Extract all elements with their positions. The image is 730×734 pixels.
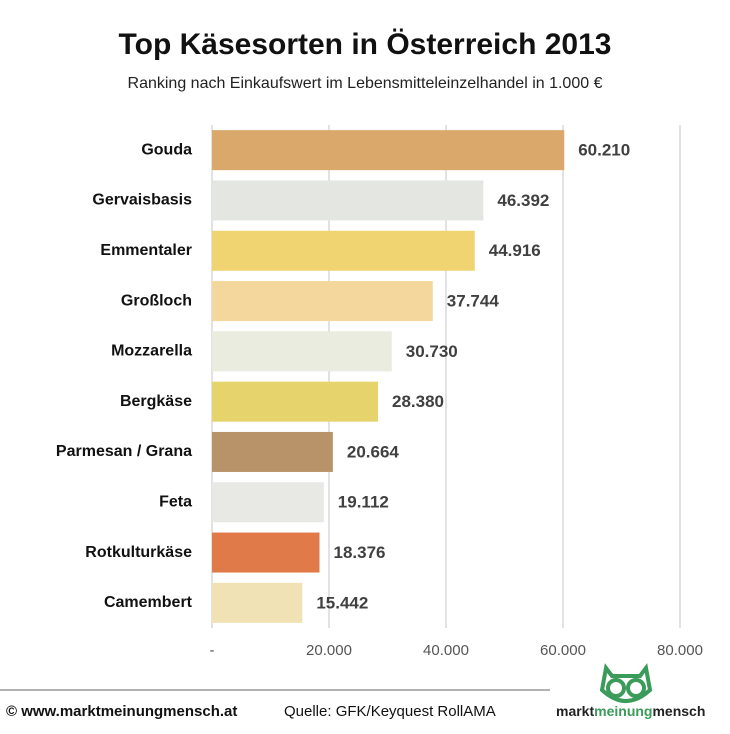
logo-part: markt xyxy=(556,703,594,719)
x-tick-label: 60.000 xyxy=(540,642,586,659)
value-label: 44.916 xyxy=(489,241,541,260)
value-label: 20.664 xyxy=(347,442,400,461)
x-tick-label: 40.000 xyxy=(423,642,469,659)
bar xyxy=(212,230,475,271)
y-tick-label: Camembert xyxy=(104,594,193,611)
bar xyxy=(212,180,484,221)
y-tick-label: Feta xyxy=(159,493,192,510)
value-label: 60.210 xyxy=(578,141,630,160)
copyright: © www.marktmeinungmensch.at xyxy=(6,703,237,720)
x-tick-label: - xyxy=(210,642,215,659)
bar xyxy=(212,381,379,422)
x-tick-label: 80.000 xyxy=(657,642,703,659)
chart-title: Top Käsesorten in Österreich 2013 xyxy=(119,28,612,61)
y-tick-label: Großloch xyxy=(121,292,192,309)
value-label: 30.730 xyxy=(406,342,458,361)
y-tick-label: Mozzarella xyxy=(111,343,192,360)
y-tick-label: Emmentaler xyxy=(100,242,192,259)
value-label: 28.380 xyxy=(392,392,444,411)
value-label: 46.392 xyxy=(497,191,549,210)
bar xyxy=(212,482,324,523)
value-label: 18.376 xyxy=(333,543,385,562)
logo-owl xyxy=(599,663,653,703)
bar xyxy=(212,532,320,573)
bar xyxy=(212,582,303,623)
bar xyxy=(212,281,433,322)
chart-subtitle: Ranking nach Einkaufswert im Lebensmitte… xyxy=(128,75,603,92)
bar xyxy=(212,431,333,472)
y-tick-label: Parmesan / Grana xyxy=(56,443,192,460)
logo-part: meinung xyxy=(594,703,652,719)
y-tick-label: Gervaisbasis xyxy=(92,192,192,209)
x-tick-label: 20.000 xyxy=(306,642,352,659)
y-tick-label: Rotkulturkäse xyxy=(85,544,192,561)
value-label: 15.442 xyxy=(316,593,368,612)
y-tick-label: Gouda xyxy=(141,141,192,158)
value-label: 19.112 xyxy=(338,493,389,512)
bar xyxy=(212,130,565,171)
bar xyxy=(212,331,392,372)
logo-part: mensch xyxy=(652,703,705,719)
value-label: 37.744 xyxy=(447,292,500,311)
logo: marktmeinungmensch xyxy=(556,703,705,719)
source: Quelle: GFK/Keyquest RollAMA xyxy=(284,703,496,720)
y-tick-label: Bergkäse xyxy=(120,393,192,410)
